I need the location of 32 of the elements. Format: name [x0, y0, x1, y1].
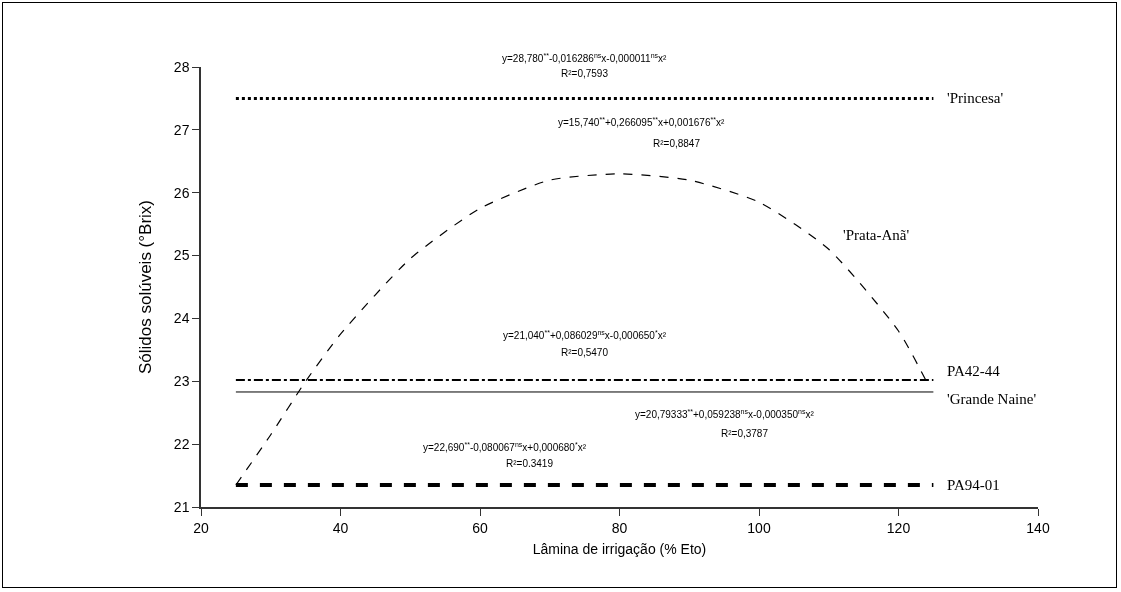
y-tick-label: 25	[173, 247, 190, 264]
y-tick-label: 24	[173, 310, 190, 327]
x-tick-label: 120	[886, 519, 911, 536]
y-tick-label: 21	[173, 498, 190, 515]
y-axis-title: Sólidos solúveis (°Brix)	[135, 199, 155, 375]
annotation: y=21,040$^{**}$+0,086029$^{ns}$x-0,000650$^{*}$x²	[503, 329, 667, 342]
x-tick-label: 100	[747, 519, 771, 536]
series-label: 'Princesa'	[947, 90, 1004, 106]
annotation: R²=0,5470	[561, 347, 609, 358]
x-tick-label: 60	[472, 519, 488, 536]
y-tick-label: 26	[173, 184, 190, 201]
x-tick-label: 40	[332, 519, 349, 536]
y-tick-label: 23	[173, 373, 190, 390]
y-tick-label: 22	[173, 436, 190, 453]
y-tick-label: 28	[173, 58, 190, 75]
annotation: y=20,79333$^{**}$+0,059238$^{ns}$x-0,000350$^{ns}$x²	[635, 408, 815, 421]
annotation: R²=0.3419	[506, 458, 554, 469]
y-tick-label: 27	[173, 121, 190, 138]
x-axis-title: Lâmina de irrigação (% Eto)	[532, 541, 707, 558]
annotation: y=22,690$^{**}$-0,080067$^{ns}$x+0,000680$^{*}$x²	[423, 441, 587, 454]
annotation: y=15,740$^{**}$+0,266095$^{**}$x+0,001676$^{**}$x²	[558, 116, 725, 129]
series-label: PA42-44	[947, 363, 1001, 379]
annotation: R²=0,7593	[561, 68, 609, 79]
series-label: 'Prata-Anã'	[843, 227, 910, 243]
series-label: PA94-01	[947, 477, 1000, 493]
series-label: 'Grande Naine'	[947, 391, 1037, 407]
x-tick-label: 140	[1026, 519, 1050, 536]
x-tick-label: 20	[193, 519, 209, 536]
x-tick-label: 80	[611, 519, 628, 536]
annotation: R²=0,8847	[653, 138, 701, 149]
text: y=28,780$^{**}$-0,016286$^{ns}$x-0,000011$^{ns}$x²	[502, 52, 668, 65]
annotation: R²=0,3787	[721, 428, 769, 439]
